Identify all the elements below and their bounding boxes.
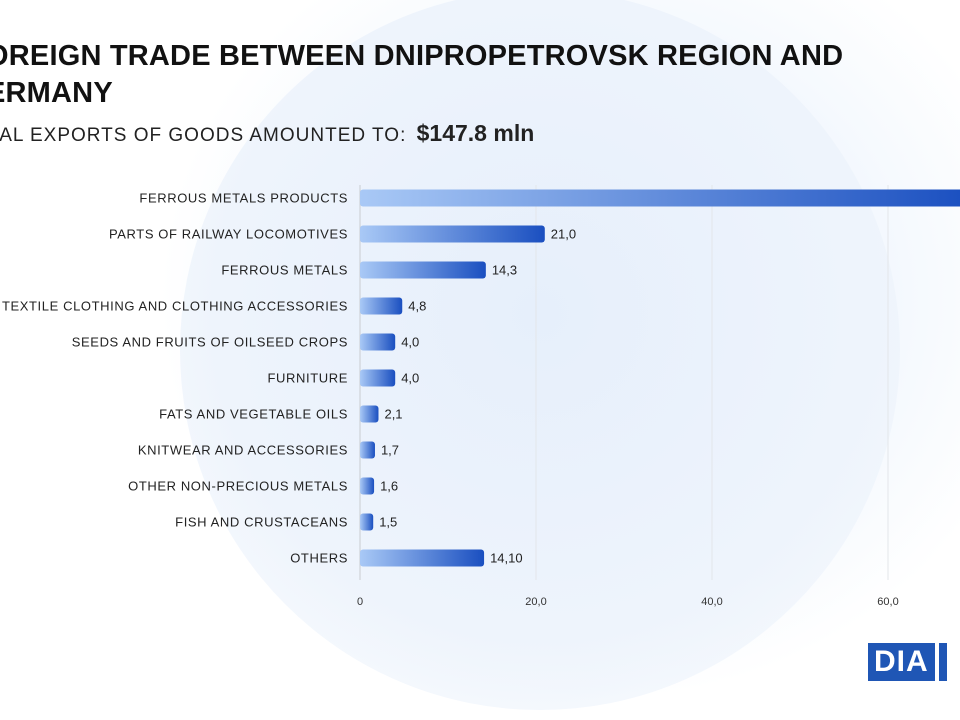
bar: [360, 297, 403, 315]
bar: [360, 333, 396, 351]
bar: [360, 225, 545, 243]
category-label: PARTS OF RAILWAY LOCOMOTIVES: [109, 227, 348, 242]
bar-value-label: 4,0: [401, 371, 419, 386]
bar: [360, 261, 486, 279]
logo-wordmark: DIA: [868, 643, 935, 681]
total-exports-value: $147.8 mln: [416, 120, 535, 146]
bar: [360, 477, 375, 495]
subtitle-prefix: TAL EXPORTS OF GOODS AMOUNTED TO:: [0, 125, 407, 146]
bar-value-label: 21,0: [551, 227, 576, 242]
category-label: FURNITURE: [267, 371, 348, 386]
category-label: OTHERS: [290, 551, 348, 566]
x-tick-label: 20,0: [525, 596, 546, 608]
bar-value-label: 4,8: [408, 299, 426, 314]
logo-mark: [938, 643, 947, 681]
x-tick-label: 0: [357, 596, 363, 608]
category-label: FERROUS METALS PRODUCTS: [139, 191, 348, 206]
x-tick-label: 60,0: [877, 596, 898, 608]
bar: [360, 513, 374, 531]
bar: [360, 189, 960, 207]
category-label: OTHER NON-PRECIOUS METALS: [128, 479, 348, 494]
category-label: FERROUS METALS: [221, 263, 348, 278]
bar: [360, 549, 485, 567]
bar-value-label: 1,6: [380, 479, 398, 494]
bar-value-label: 14,3: [492, 263, 517, 278]
bar-value-label: 1,7: [381, 443, 399, 458]
bar-value-label: 1,5: [379, 515, 397, 530]
x-tick-label: 40,0: [701, 596, 722, 608]
page-title: OREIGN TRADE BETWEEN DNIPROPETROVSK REGI…: [0, 40, 844, 109]
category-label: SEEDS AND FRUITS OF OILSEED CROPS: [72, 335, 348, 350]
bar: [360, 405, 379, 423]
bar-value-label: 2,1: [384, 407, 402, 422]
background-circle: [180, 0, 900, 710]
dia-logo: DIA: [868, 641, 960, 683]
bar: [360, 441, 375, 459]
bar-value-label: 4,0: [401, 335, 419, 350]
subtitle: TAL EXPORTS OF GOODS AMOUNTED TO: $147.8…: [0, 120, 534, 147]
category-label: KNITWEAR AND ACCESSORIES: [138, 443, 348, 458]
bar: [360, 369, 396, 387]
category-label: FATS AND VEGETABLE OILS: [159, 407, 348, 422]
bar-value-label: 14,10: [490, 551, 523, 566]
category-label: TEXTILE CLOTHING AND CLOTHING ACCESSORIE…: [2, 299, 348, 314]
category-label: FISH AND CRUSTACEANS: [175, 515, 348, 530]
